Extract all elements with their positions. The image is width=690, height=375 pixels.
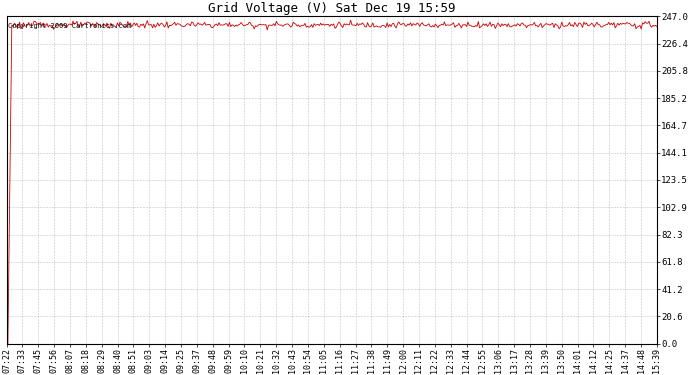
- Title: Grid Voltage (V) Sat Dec 19 15:59: Grid Voltage (V) Sat Dec 19 15:59: [208, 2, 455, 15]
- Text: Copyright 2009 Cartronics.com: Copyright 2009 Cartronics.com: [8, 23, 131, 29]
